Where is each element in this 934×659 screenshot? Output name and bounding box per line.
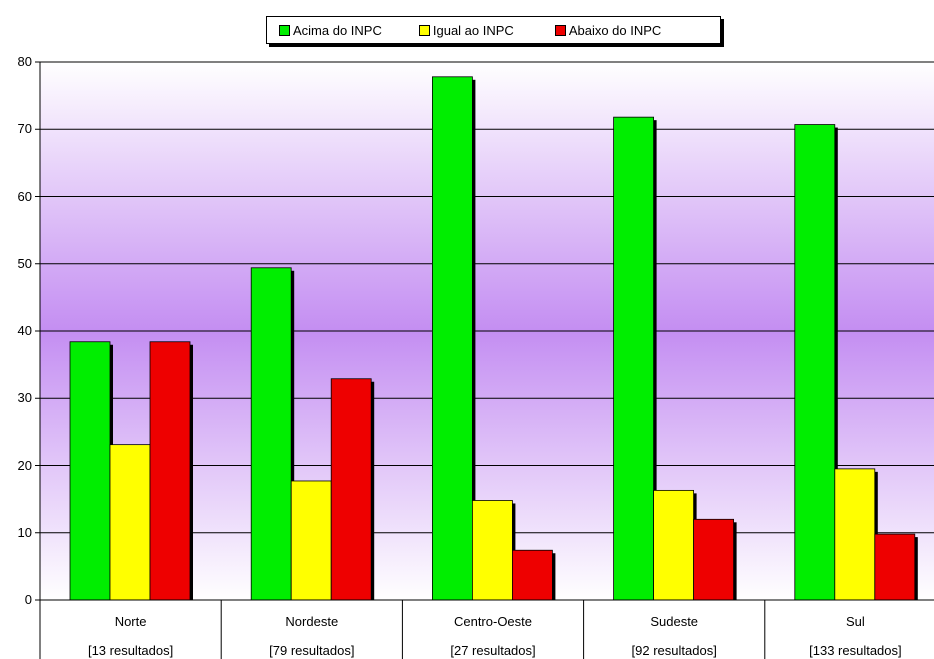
bar: [69, 341, 111, 601]
y-tick-label: 50: [17, 255, 32, 271]
legend-item-abaixo: Abaixo do INPC: [554, 22, 662, 38]
bar: [794, 124, 836, 601]
bar: [874, 533, 916, 601]
legend: Acima do INPC Igual ao INPC Abaixo do IN…: [266, 16, 721, 44]
bar: [471, 500, 513, 601]
legend-swatch-red: [554, 24, 566, 36]
x-tick-label: Sul: [845, 614, 865, 629]
y-tick-label: 20: [17, 457, 32, 473]
legend-item-acima: Acima do INPC: [279, 23, 382, 38]
y-tick-label: 80: [17, 54, 32, 69]
bar: [693, 518, 734, 601]
y-tick-label: 0: [24, 592, 32, 607]
bar: [290, 480, 332, 601]
legend-label-igual: Igual ao INPC: [432, 22, 514, 38]
x-tick-sublabel: [79 resultados]: [269, 643, 355, 658]
bar: [250, 267, 292, 601]
bar: [149, 341, 191, 601]
bar: [512, 549, 553, 601]
bar: [613, 116, 654, 601]
x-tick-label: Sudeste: [650, 614, 699, 629]
x-tick-sublabel: [27 resultados]: [450, 643, 536, 658]
bar: [653, 489, 694, 601]
x-tick-label: Nordeste: [285, 614, 339, 629]
legend-item-igual: Igual ao INPC: [418, 22, 514, 38]
bars: [69, 76, 918, 601]
bar: [330, 378, 372, 601]
x-tick-sublabel: [133 resultados]: [809, 643, 902, 658]
y-tick-label: 10: [17, 524, 32, 540]
x-tick-sublabel: [13 resultados]: [87, 643, 174, 658]
y-tick-label: 30: [17, 390, 32, 406]
bar: [431, 76, 473, 601]
legend-label-abaixo: Abaixo do INPC: [568, 22, 662, 38]
legend-label-acima: Acima do INPC: [293, 22, 382, 38]
legend-swatch-green: [279, 24, 290, 36]
legend-swatch-yellow: [418, 24, 430, 36]
y-tick-label: 60: [17, 188, 32, 204]
bar: [834, 468, 876, 601]
axes: [35, 61, 934, 659]
y-tick-label: 40: [17, 323, 32, 338]
x-tick-label: Centro-Oeste: [453, 614, 533, 629]
x-tick-label: Norte: [114, 614, 147, 629]
y-tick-label: 70: [17, 121, 32, 137]
x-tick-sublabel: [92 resultados]: [631, 643, 717, 658]
bar: [109, 444, 151, 601]
